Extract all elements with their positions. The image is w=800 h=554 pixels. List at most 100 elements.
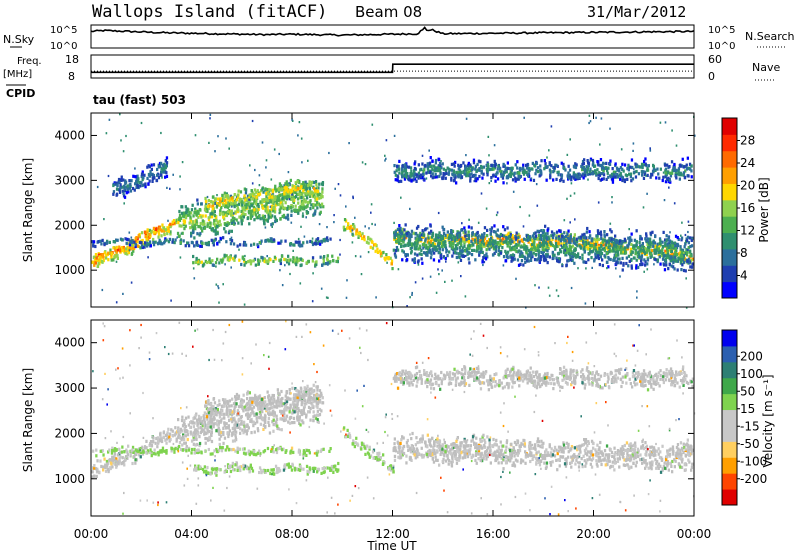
range-cell — [196, 198, 199, 202]
range-cell — [498, 235, 501, 239]
range-cell — [316, 200, 319, 205]
range-cell — [472, 233, 474, 237]
range-cell — [555, 289, 558, 292]
range-cell — [539, 173, 542, 177]
range-cell — [664, 260, 668, 264]
range-cell — [213, 214, 217, 218]
range-cell — [216, 194, 218, 197]
range-cell — [110, 458, 114, 462]
range-cell — [128, 249, 131, 252]
range-cell — [531, 255, 534, 259]
range-cell — [164, 159, 167, 163]
range-cell — [454, 246, 458, 251]
range-cell — [574, 248, 577, 252]
range-cell — [204, 259, 207, 263]
range-cell — [310, 183, 313, 188]
range-cell — [220, 258, 223, 262]
range-cell — [610, 249, 613, 253]
range-cell — [609, 228, 612, 232]
range-cell — [522, 242, 526, 246]
range-cell — [413, 169, 416, 173]
range-cell — [178, 218, 181, 222]
range-cell — [640, 162, 644, 166]
range-cell — [129, 189, 133, 193]
range-cell — [295, 185, 298, 190]
range-cell — [201, 241, 204, 245]
range-cell — [481, 233, 484, 237]
range-cell — [475, 179, 478, 183]
range-cell — [402, 250, 405, 254]
range-cell — [309, 239, 312, 244]
range-cell — [468, 218, 470, 221]
range-cell — [147, 164, 150, 168]
range-cell — [647, 164, 650, 168]
range-cell — [608, 248, 612, 252]
range-cell — [544, 162, 547, 166]
range-cell — [564, 168, 567, 172]
range-cell — [409, 242, 412, 247]
range-cell — [619, 261, 622, 265]
range-cell — [325, 296, 328, 299]
range-cell — [134, 243, 138, 247]
range-cell — [97, 240, 100, 244]
range-cell — [634, 248, 637, 252]
range-cell — [197, 215, 200, 219]
range-cell — [228, 257, 232, 261]
range-cell — [393, 134, 396, 137]
range-cell — [319, 255, 322, 259]
range-cell — [659, 250, 662, 254]
range-cell — [528, 168, 531, 173]
range-cell — [618, 242, 621, 246]
range-cell — [148, 240, 152, 244]
range-cell — [301, 244, 304, 248]
range-cell — [270, 237, 273, 241]
range-cell — [115, 253, 118, 257]
range-cell — [121, 461, 124, 465]
range-cell — [270, 205, 273, 209]
range-cell — [311, 242, 315, 247]
range-cell — [684, 233, 687, 237]
range-cell — [529, 255, 533, 260]
range-cell — [540, 243, 544, 247]
range-cell — [230, 209, 233, 213]
range-cell — [191, 225, 194, 229]
range-cell — [444, 176, 447, 180]
range-cell — [550, 234, 553, 238]
range-cell — [505, 176, 508, 180]
range-cell — [428, 149, 430, 152]
range-cell — [256, 210, 259, 214]
range-cell — [635, 165, 638, 169]
range-cell — [483, 244, 486, 248]
range-cell — [664, 171, 667, 175]
range-cell — [337, 183, 340, 186]
range-cell — [136, 237, 139, 241]
range-cell — [207, 240, 210, 245]
range-cell — [431, 231, 434, 235]
range-cell — [419, 175, 422, 179]
range-cell — [664, 249, 667, 253]
range-cell — [669, 239, 672, 243]
range-cell — [289, 190, 292, 194]
range-cell — [234, 201, 237, 205]
range-cell — [136, 185, 140, 189]
range-cell — [465, 172, 468, 176]
range-cell — [214, 225, 218, 230]
range-cell — [584, 240, 587, 245]
range-cell — [543, 167, 546, 171]
range-cell — [471, 231, 474, 235]
range-cell — [305, 413, 308, 417]
range-cell — [285, 216, 288, 220]
range-cell — [141, 238, 144, 243]
range-cell — [652, 166, 656, 171]
range-cell — [174, 431, 177, 435]
range-cell — [271, 200, 274, 204]
range-cell — [306, 204, 309, 208]
range-cell — [494, 164, 497, 168]
range-cell — [237, 412, 241, 417]
range-cell — [677, 237, 680, 241]
range-cell — [218, 240, 221, 244]
range-cell — [456, 237, 459, 242]
range-cell — [307, 259, 310, 264]
range-cell — [256, 189, 259, 193]
range-cell — [228, 229, 231, 233]
